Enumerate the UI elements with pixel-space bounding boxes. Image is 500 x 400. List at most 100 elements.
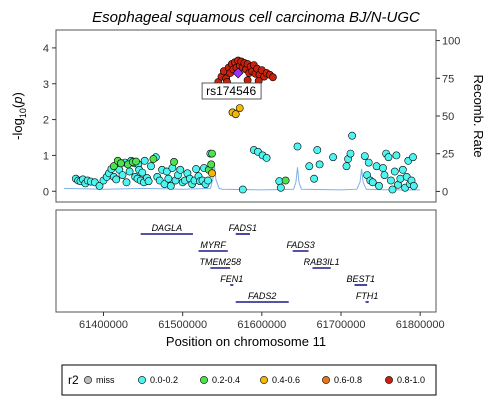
snp-point — [262, 153, 271, 162]
lead-snp-label-box — [201, 82, 262, 100]
snp-point — [149, 155, 158, 163]
snp-point — [380, 171, 389, 179]
gene-label-fth1: FTH1 — [356, 291, 379, 301]
snp-point — [166, 181, 175, 190]
snp-point — [268, 73, 277, 82]
y-axis-left-title-paren-close: ) — [10, 92, 25, 96]
snp-point — [388, 185, 397, 194]
legend-swatch — [385, 376, 393, 384]
snp-point — [162, 167, 171, 176]
y-axis-left-title-variable: p — [10, 97, 25, 105]
y-axis-left-title-main: -log — [10, 118, 25, 140]
snp-point — [305, 162, 314, 171]
legend-swatch — [84, 376, 92, 384]
legend-label: 0.0-0.2 — [150, 375, 178, 385]
gene-label-myrf: MYRF — [200, 240, 226, 250]
snp-point — [192, 165, 200, 173]
snp-point — [375, 181, 383, 190]
y-axis-right-title: Recomb. Rate — [471, 74, 486, 157]
snp-point — [207, 160, 216, 169]
x-axis: 61400000 61500000 61600000 61700000 61800000 — [79, 312, 445, 331]
snp-point — [342, 162, 351, 171]
chart-title: Esophageal squamous cell carcinoma BJ/N-… — [92, 9, 420, 26]
snp-point — [132, 157, 140, 166]
gene-label-best1: BEST1 — [347, 274, 376, 284]
y-left-tick-label: 3 — [43, 79, 49, 91]
legend-swatch — [138, 376, 146, 384]
snp-point — [147, 162, 155, 171]
gene-label-fads2: FADS2 — [248, 291, 276, 301]
y-left-tick-label: 2 — [43, 115, 49, 127]
snp-point — [109, 162, 118, 171]
gene-label-rab3il1: RAB3IL1 — [304, 257, 340, 267]
legend-swatch — [260, 376, 268, 384]
legend-label: 0.8-1.0 — [397, 375, 425, 385]
legend-swatch — [200, 376, 208, 384]
y-axis-left-title-subscript: 10 — [18, 108, 28, 118]
snp-point — [208, 149, 216, 158]
snp-point — [315, 160, 324, 169]
snp-point — [346, 149, 355, 158]
x-tick-label: 61500000 — [158, 319, 207, 331]
x-tick-label: 61800000 — [396, 319, 445, 331]
snp-point — [364, 158, 373, 167]
y-left-tick-label: 0 — [43, 186, 49, 198]
snp-point — [379, 164, 387, 172]
snp-point — [170, 157, 178, 166]
y-right-tick-label: 75 — [442, 73, 454, 85]
snp-point — [348, 131, 356, 140]
snp-point — [390, 167, 399, 176]
snp-point — [95, 181, 104, 190]
legend-box — [61, 364, 437, 396]
snp-point — [164, 174, 173, 183]
x-tick-label: 61400000 — [79, 319, 128, 331]
y-axis-right: 0 25 50 75 100 — [436, 36, 460, 198]
snp-point — [293, 142, 302, 151]
gene-panel — [55, 209, 437, 313]
gene-label-fads1: FADS1 — [229, 223, 257, 233]
snp-point — [140, 156, 149, 165]
legend-entries: miss 0.0-0.2 0.2-0.4 0.4-0.6 0.6-0.8 0.8-1.0 — [84, 375, 425, 385]
y-right-tick-label: 100 — [442, 36, 460, 48]
y-axis-left-title: -log10(p) — [10, 92, 28, 140]
x-axis-title: Position on chromosome 11 — [166, 334, 326, 349]
snp-point — [368, 178, 377, 187]
gene-label-fen1: FEN1 — [220, 274, 243, 284]
snp-point — [176, 165, 185, 174]
y-right-tick-label: 50 — [442, 111, 454, 123]
snp-point — [208, 169, 216, 178]
lead-snp-label: rs174546 — [201, 82, 262, 100]
legend-label: 0.6-0.8 — [334, 375, 362, 385]
x-tick-label: 61600000 — [237, 319, 286, 331]
gene-label-dagla: DAGLA — [152, 223, 183, 233]
snp-point — [329, 153, 337, 162]
snp-point — [360, 152, 369, 160]
y-left-tick-label: 4 — [43, 43, 49, 55]
snp-points-layer — [71, 56, 418, 194]
legend-swatch — [322, 376, 330, 384]
snp-point — [204, 176, 212, 185]
lead-snp-label-text: rs174546 — [206, 84, 256, 98]
snp-point — [310, 174, 318, 183]
snp-point — [238, 185, 247, 194]
snp-point — [144, 177, 153, 186]
snp-point — [398, 165, 407, 174]
snp-point — [409, 181, 418, 190]
snp-point — [276, 183, 285, 192]
snp-point — [138, 168, 147, 177]
snp-point — [409, 153, 417, 162]
recomb-rate-layer — [63, 164, 421, 191]
snp-point — [392, 151, 401, 160]
snp-point — [281, 176, 290, 185]
recomb-rate-line — [63, 164, 421, 191]
y-right-tick-label: 0 — [442, 186, 448, 198]
gene-label-fads3: FADS3 — [286, 240, 314, 250]
y-axis-left-title-paren-open: ( — [10, 103, 25, 108]
y-right-tick-label: 25 — [442, 149, 454, 161]
legend-title: r2 — [68, 373, 79, 387]
snp-point — [384, 153, 393, 162]
legend-label: 0.2-0.4 — [212, 375, 240, 385]
y-left-tick-label: 1 — [43, 150, 49, 162]
